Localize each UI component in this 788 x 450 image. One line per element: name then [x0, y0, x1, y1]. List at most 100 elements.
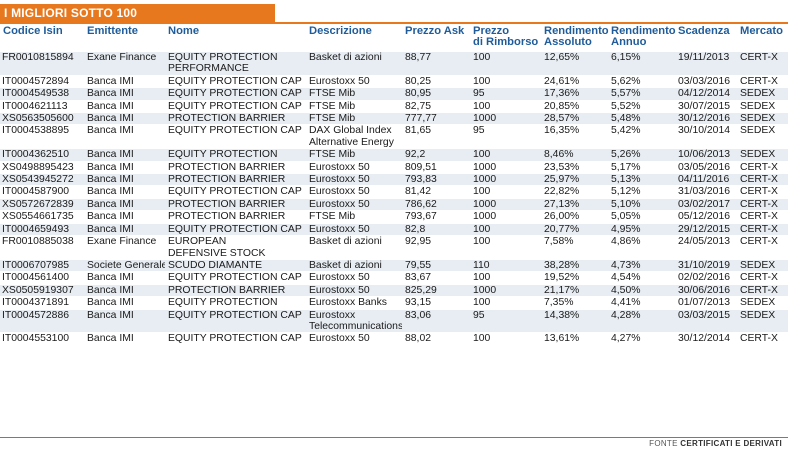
cell-nome: EQUITY PROTECTION CAP — [165, 87, 306, 101]
cell-isin-text: IT0004553100 — [2, 333, 70, 345]
cell-mercato-text: SEDEX — [740, 100, 776, 112]
cell-descrizione-text-line2: Alternative Energy — [309, 136, 394, 148]
cell-scadenza: 30/06/2016 — [675, 284, 737, 297]
cell-descrizione: Basket di azioni — [306, 259, 402, 272]
header-rendimento-assoluto-line2: Assoluto — [544, 36, 592, 48]
cell-emittente: Banca IMI — [84, 223, 165, 236]
table-row: IT0004572894 Banca IMI EQUITY PROTECTION C… — [0, 75, 788, 88]
cell-emittente-text: Banca IMI — [87, 75, 134, 87]
table-row: IT0004553100 Banca IMI EQUITY PROTECTION C… — [0, 332, 788, 346]
cell-scadenza-text: 30/10/2014 — [678, 125, 731, 137]
cell-descrizione-text: Eurostoxx 50 — [309, 223, 370, 235]
cell-emittente-text: Banca IMI — [87, 284, 134, 296]
cell-descrizione-text: Basket di azioni — [309, 236, 382, 248]
cell-rimborso-text: 100 — [473, 149, 491, 161]
cell-scadenza-text: 03/05/2016 — [678, 161, 731, 173]
cell-rimborso: 100 — [470, 52, 541, 76]
cell-nome-text: EQUITY PROTECTION — [168, 52, 278, 63]
cell-isin-text: XS0554661735 — [2, 211, 74, 223]
cell-descrizione-text-line2: Telecommunications — [309, 320, 402, 332]
cell-descrizione: Eurostoxx 50 — [306, 284, 402, 297]
cell-rimborso-text: 95 — [473, 88, 485, 100]
cell-assoluto: 24,61% — [541, 75, 608, 88]
cell-emittente: Banca IMI — [84, 309, 165, 333]
cell-ask: 83,67 — [402, 271, 470, 285]
table-row: IT0004572886 Banca IMI EQUITY PROTECTION C… — [0, 309, 788, 333]
cell-descrizione-text: FTSE Mib — [309, 113, 356, 125]
cell-assoluto-text: 8,46% — [544, 149, 574, 161]
cell-ask: 777,77 — [402, 112, 470, 125]
cell-assoluto-text: 24,61% — [544, 75, 580, 87]
cell-annuo: 5,12% — [608, 185, 675, 199]
cell-scadenza: 03/03/2015 — [675, 309, 737, 333]
cell-descrizione: FTSE Mib — [306, 210, 402, 224]
cell-assoluto: 14,38% — [541, 309, 608, 333]
cell-emittente-text: Banca IMI — [87, 297, 134, 309]
cell-mercato-text: CERT-X — [740, 75, 778, 87]
cell-scadenza: 01/07/2013 — [675, 296, 737, 310]
cell-rimborso: 1000 — [470, 173, 541, 186]
cell-ask-text: 83,06 — [405, 309, 432, 321]
cell-scadenza-text: 05/12/2016 — [678, 211, 731, 223]
cell-ask-text: 79,55 — [405, 259, 432, 271]
cell-descrizione: FTSE Mib — [306, 148, 402, 162]
cell-emittente: Banca IMI — [84, 75, 165, 88]
header-emittente: Emittente — [87, 25, 138, 37]
cell-mercato-text: SEDEX — [740, 297, 776, 309]
cell-assoluto: 16,35% — [541, 124, 608, 149]
header-rendimento-assoluto-line1: Rendimento — [544, 25, 609, 37]
cell-assoluto: 23,53% — [541, 161, 608, 174]
cell-nome: SCUDO DIAMANTE — [165, 259, 306, 272]
cell-scadenza-text: 29/12/2015 — [678, 223, 731, 235]
cell-nome: EQUITY PROTECTION CAP — [165, 332, 306, 346]
header-rendimento-annuo: Rendimento Annuo — [611, 25, 676, 48]
cell-ask: 786,62 — [402, 198, 470, 211]
cell-nome: EQUITY PROTECTION CAP — [165, 124, 306, 149]
cell-nome-text-line2: DEFENSIVE STOCK — [168, 247, 266, 259]
cell-assoluto-text: 12,65% — [544, 52, 580, 63]
cell-scadenza: 30/07/2015 — [675, 100, 737, 113]
cell-descrizione: Basket di azioni — [306, 52, 402, 76]
cell-emittente-text: Banca IMI — [87, 161, 134, 173]
cell-descrizione-text: Eurostoxx 50 — [309, 161, 370, 173]
cell-isin: XS0498895423 — [0, 161, 84, 174]
cell-mercato-text: CERT-X — [740, 52, 778, 63]
cell-emittente-text: Banca IMI — [87, 88, 134, 100]
cell-rimborso: 1000 — [470, 161, 541, 174]
cell-annuo: 5,10% — [608, 198, 675, 211]
table-row: FR0010885038 Exane Finance EUROPEAN DEFENSI… — [0, 235, 788, 260]
cell-annuo: 4,41% — [608, 296, 675, 310]
certificates-table: FR0010815894 Exane Finance EQUITY PROTECTI… — [0, 52, 788, 346]
cell-annuo: 6,15% — [608, 52, 675, 76]
cell-annuo: 4,27% — [608, 332, 675, 346]
cell-rimborso-text: 100 — [473, 186, 491, 198]
cell-mercato-text: CERT-X — [740, 161, 778, 173]
table-row: IT0004587900 Banca IMI EQUITY PROTECTION C… — [0, 185, 788, 199]
cell-rimborso-text: 1000 — [473, 198, 497, 210]
cell-nome: EQUITY PROTECTION CAP — [165, 100, 306, 113]
cell-assoluto: 27,13% — [541, 198, 608, 211]
cell-rimborso-text: 100 — [473, 333, 491, 345]
cell-assoluto: 17,36% — [541, 87, 608, 101]
cell-emittente-text: Banca IMI — [87, 223, 134, 235]
cell-emittente-text: Banca IMI — [87, 211, 134, 223]
cell-scadenza-text: 19/11/2013 — [678, 52, 730, 63]
cell-isin-text: XS0543945272 — [2, 174, 74, 186]
cell-emittente: Banca IMI — [84, 296, 165, 310]
cell-isin: IT0004561400 — [0, 271, 84, 285]
cell-ask-text: 92,95 — [405, 236, 432, 248]
cell-ask-text: 80,95 — [405, 88, 432, 100]
cell-descrizione: FTSE Mib — [306, 112, 402, 125]
cell-rimborso: 1000 — [470, 284, 541, 297]
cell-descrizione-text: Eurostoxx 50 — [309, 333, 370, 345]
cell-scadenza-text: 02/02/2016 — [678, 272, 731, 284]
cell-assoluto-text: 13,61% — [544, 333, 580, 345]
cell-assoluto-text: 20,77% — [544, 223, 580, 235]
cell-assoluto-text: 7,35% — [544, 297, 574, 309]
cell-annuo: 4,28% — [608, 309, 675, 333]
cell-mercato-text: SEDEX — [740, 309, 776, 321]
cell-emittente: Societe Generale — [84, 259, 165, 272]
cell-annuo-text: 4,73% — [611, 259, 641, 271]
cell-emittente: Banca IMI — [84, 87, 165, 101]
cell-scadenza-text: 30/06/2016 — [678, 284, 731, 296]
